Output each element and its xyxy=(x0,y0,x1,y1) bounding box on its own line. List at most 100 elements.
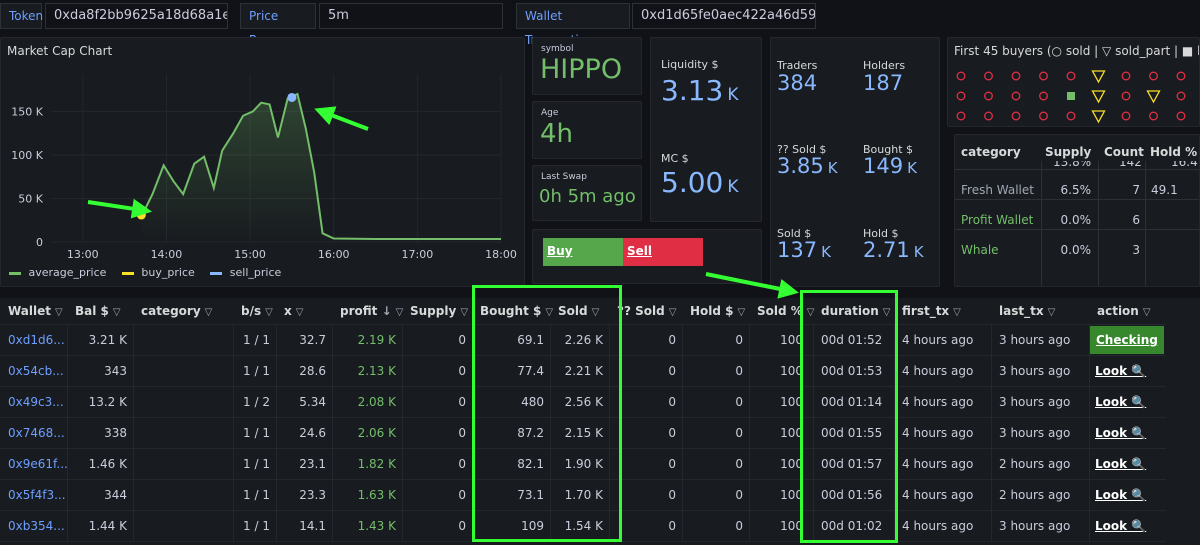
legend-average-price[interactable]: average_price xyxy=(28,266,107,279)
buyer-sold-marker[interactable] xyxy=(956,111,966,121)
legend-sell-price[interactable]: sell_price xyxy=(229,266,282,279)
look-button[interactable]: Look 🔍 xyxy=(1095,364,1147,378)
table-row[interactable]: 0x5f4f3... 344 1 / 1 23.3 1.63 K 0 73.1 1.70 K 0… xyxy=(0,480,1166,511)
filter-icon[interactable]: ▽ xyxy=(806,307,815,318)
filter-icon[interactable]: ▽ xyxy=(953,307,961,318)
buyer-sold-marker[interactable] xyxy=(984,111,993,121)
cell-wallet[interactable]: 0x9e61f... xyxy=(8,457,68,471)
cell-duration: 00d 01:53 xyxy=(821,364,883,378)
cell-wallet[interactable]: 0x7468... xyxy=(8,426,65,440)
col-header-last-tx[interactable]: last_tx ▽ xyxy=(999,298,1089,324)
table-row[interactable]: 0x49c3... 13.2 K 1 / 2 5.34 2.08 K 0 480 2.56 K… xyxy=(0,387,1166,418)
buyer-sold-marker[interactable] xyxy=(1176,71,1186,81)
filter-icon[interactable]: ▽ xyxy=(112,307,121,318)
buyer-sold-marker[interactable] xyxy=(1011,111,1021,121)
checking-button[interactable]: Checking xyxy=(1090,326,1164,354)
filter-icon[interactable]: ▽ xyxy=(737,307,746,318)
buyer-sold-marker[interactable] xyxy=(1011,91,1021,101)
buyer-sold-marker[interactable] xyxy=(1176,111,1186,121)
table-row[interactable]: 0x9e61f... 1.46 K 1 / 1 23.1 1.82 K 0 82.1 1.90… xyxy=(0,449,1166,480)
buyer-sold-marker[interactable] xyxy=(1039,71,1048,81)
buyer-hold-marker[interactable] xyxy=(1067,92,1075,100)
cell-hold: 0 xyxy=(735,457,743,471)
look-button[interactable]: Look 🔍 xyxy=(1095,488,1147,502)
buyer-sold-part-marker[interactable] xyxy=(1146,90,1161,104)
cell-wallet[interactable]: 0x5f4f3... xyxy=(8,488,66,502)
col-header-bal[interactable]: Bal $ ▽ xyxy=(75,298,133,324)
col-header-sold-pct[interactable]: Sold % ▽ xyxy=(757,298,815,324)
filter-icon[interactable]: ▽ xyxy=(204,307,213,318)
wallet-transactions-input[interactable]: 0xd1d65fe0aec422a46d59c6 xyxy=(632,3,816,29)
buyer-sold-marker[interactable] xyxy=(1121,111,1131,121)
filter-icon[interactable]: ▽ xyxy=(395,307,404,318)
look-button[interactable]: Look 🔍 xyxy=(1095,519,1147,533)
filter-icon[interactable]: ▽ xyxy=(1047,307,1056,318)
sell-button[interactable]: Sell xyxy=(623,238,703,266)
buyer-sold-marker[interactable] xyxy=(1149,71,1158,81)
buyer-sold-marker[interactable] xyxy=(1176,91,1186,101)
col-header-action[interactable]: action ▽ xyxy=(1097,298,1200,324)
col-header-first-tx[interactable]: first_tx ▽ xyxy=(902,298,991,324)
sell-price-point[interactable] xyxy=(287,92,297,102)
cell-wallet[interactable]: 0xb354... xyxy=(8,519,65,533)
buyer-sold-marker[interactable] xyxy=(1066,111,1076,121)
buyer-sold-marker[interactable] xyxy=(984,91,993,101)
buyer-sold-part-marker[interactable] xyxy=(1091,110,1106,124)
cat-header-supply[interactable]: Supply xyxy=(1045,145,1092,159)
token-input[interactable]: 0xda8f2bb9625a18d68a1ecf9 xyxy=(45,3,228,29)
buyer-sold-part-marker[interactable] xyxy=(1091,70,1106,84)
filter-icon[interactable]: ▽ xyxy=(545,307,554,318)
buyer-sold-marker[interactable] xyxy=(1121,91,1131,101)
x-tick-label: 16:00 xyxy=(318,248,350,261)
col-header-x[interactable]: x ▽ xyxy=(284,298,332,324)
col-header-profit[interactable]: profit ↓ ▽ xyxy=(340,298,404,324)
col-header-supply[interactable]: Supply ▽ xyxy=(410,298,472,324)
look-button[interactable]: Look 🔍 xyxy=(1095,426,1147,440)
col-header-duration[interactable]: duration ▽ xyxy=(821,298,894,324)
buyer-sold-marker[interactable] xyxy=(956,91,966,101)
filter-icon[interactable]: ▽ xyxy=(295,307,304,318)
cat-header-category[interactable]: category xyxy=(961,145,1021,159)
buyer-sold-marker[interactable] xyxy=(956,71,966,81)
cell-wallet[interactable]: 0x54cb... xyxy=(8,364,64,378)
col-header-wallet[interactable]: Wallet ▽ xyxy=(8,298,67,324)
cell-wallet[interactable]: 0xd1d6... xyxy=(8,333,65,347)
sort-down-icon[interactable]: ↓ xyxy=(377,304,392,318)
buyer-sold-marker[interactable] xyxy=(984,71,993,81)
col-header-category[interactable]: category ▽ xyxy=(141,298,233,324)
price-range-input[interactable]: 5m xyxy=(319,3,503,29)
col-header-hold[interactable]: Hold $ ▽ xyxy=(690,298,749,324)
cat-header-count[interactable]: Count xyxy=(1104,145,1144,159)
buyer-sold-part-marker[interactable] xyxy=(1091,90,1106,104)
buy-price-point[interactable] xyxy=(136,210,146,220)
filter-icon[interactable]: ▽ xyxy=(591,307,600,318)
col-header-bs[interactable]: b/s ▽ xyxy=(241,298,276,324)
buy-button[interactable]: Buy xyxy=(543,238,623,266)
legend-buy-price[interactable]: buy_price xyxy=(141,266,195,279)
filter-icon[interactable]: ▽ xyxy=(1142,307,1151,318)
buyer-sold-marker[interactable] xyxy=(1121,71,1131,81)
filter-icon[interactable]: ▽ xyxy=(55,307,63,318)
look-button[interactable]: Look 🔍 xyxy=(1095,395,1147,409)
filter-icon[interactable]: ▽ xyxy=(265,307,273,318)
col-header-qsold[interactable]: ?? Sold ▽ xyxy=(617,298,682,324)
buyer-sold-marker[interactable] xyxy=(1011,71,1021,81)
col-header-sold[interactable]: Sold ▽ xyxy=(558,298,609,324)
col-header-bought[interactable]: Bought $ ▽ xyxy=(480,298,554,324)
cell-first-tx: 4 hours ago xyxy=(902,457,974,471)
cell-wallet[interactable]: 0x49c3... xyxy=(8,395,64,409)
table-row[interactable]: 0xd1d6... 3.21 K 1 / 1 32.7 2.19 K 0 69.1 2.26 … xyxy=(0,325,1166,356)
filter-icon[interactable]: ▽ xyxy=(460,307,469,318)
buyer-sold-marker[interactable] xyxy=(1039,111,1048,121)
buyer-sold-marker[interactable] xyxy=(1039,91,1048,101)
filter-icon[interactable]: ▽ xyxy=(668,307,677,318)
liquidity-value: 3.13 K xyxy=(661,74,739,107)
look-button[interactable]: Look 🔍 xyxy=(1095,457,1147,471)
buyer-sold-marker[interactable] xyxy=(1149,111,1158,121)
filter-icon[interactable]: ▽ xyxy=(882,307,891,318)
buyer-sold-marker[interactable] xyxy=(1066,71,1076,81)
cat-header-hold[interactable]: Hold % xyxy=(1150,145,1198,159)
cat-col-divider-1 xyxy=(1041,161,1042,286)
